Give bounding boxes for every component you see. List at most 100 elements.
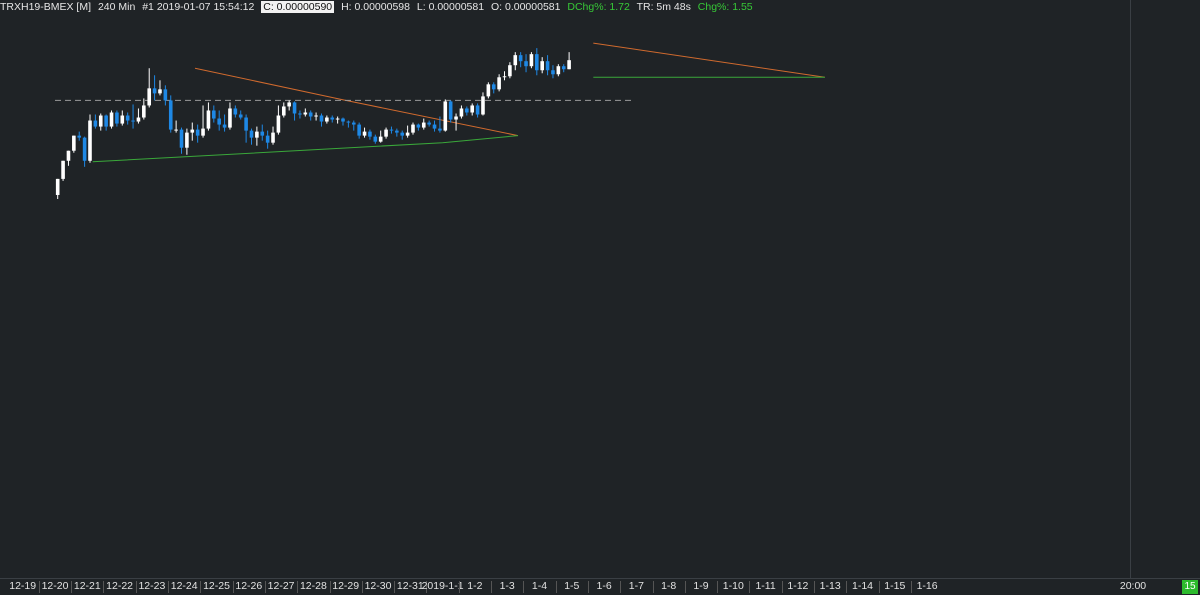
support-trendline[interactable] (92, 135, 519, 163)
symbol-label[interactable]: TRXH19-BMEX [M] (0, 1, 92, 13)
candle[interactable] (513, 52, 518, 71)
candle[interactable] (475, 103, 480, 118)
candle[interactable] (217, 110, 221, 131)
candle[interactable] (201, 105, 205, 138)
candle[interactable] (158, 80, 162, 96)
candle[interactable] (405, 125, 410, 138)
candle[interactable] (136, 108, 141, 124)
candle[interactable] (346, 120, 351, 128)
candle[interactable] (109, 110, 114, 129)
candle[interactable] (82, 136, 87, 167)
candle[interactable] (357, 122, 361, 139)
candle[interactable] (298, 110, 302, 119)
candle[interactable] (308, 110, 313, 121)
candle[interactable] (72, 135, 76, 153)
price-axis[interactable]: 0.000006200.000006100.000006000.00000590… (1130, 0, 1200, 578)
candle[interactable] (556, 64, 561, 77)
candle[interactable] (438, 116, 442, 133)
candle[interactable] (529, 52, 534, 69)
candle[interactable] (314, 112, 318, 121)
candle[interactable] (545, 55, 550, 76)
candle[interactable] (567, 52, 571, 70)
candle[interactable] (255, 126, 259, 146)
candle[interactable] (454, 113, 458, 131)
candle[interactable] (443, 99, 448, 132)
candle[interactable] (303, 108, 308, 117)
corner-badge[interactable]: 15 (1182, 580, 1198, 594)
candle[interactable] (416, 123, 421, 131)
candle[interactable] (448, 100, 453, 123)
candle[interactable] (368, 129, 372, 140)
candle[interactable] (524, 54, 528, 73)
candle[interactable] (535, 48, 539, 76)
candle[interactable] (152, 75, 157, 101)
candle[interactable] (131, 104, 135, 129)
candle[interactable] (238, 110, 243, 120)
candle[interactable] (459, 105, 464, 119)
candle[interactable] (212, 105, 216, 123)
candle[interactable] (465, 106, 469, 116)
candle[interactable] (163, 85, 168, 106)
candle[interactable] (233, 105, 238, 118)
candlestick-chart[interactable] (0, 0, 1130, 578)
candle[interactable] (88, 114, 92, 163)
candle[interactable] (540, 57, 544, 74)
candle[interactable] (319, 113, 324, 127)
candle[interactable] (190, 122, 195, 141)
timeframe-label[interactable]: 240 Min (97, 1, 136, 13)
candle[interactable] (497, 74, 501, 92)
candle[interactable] (373, 134, 378, 144)
candle[interactable] (491, 82, 496, 94)
candle[interactable] (244, 114, 248, 143)
candle[interactable] (389, 126, 394, 134)
candle[interactable] (470, 103, 475, 116)
candle[interactable] (411, 122, 415, 135)
candle[interactable] (400, 130, 405, 140)
price-chart[interactable] (0, 0, 1130, 578)
candle[interactable] (384, 127, 388, 139)
candle[interactable] (249, 128, 254, 145)
candle[interactable] (518, 52, 523, 68)
candle[interactable] (228, 102, 232, 130)
candle[interactable] (179, 127, 184, 154)
candle[interactable] (77, 131, 82, 141)
candle[interactable] (271, 126, 275, 145)
candle[interactable] (104, 114, 108, 131)
candle[interactable] (421, 118, 426, 130)
time-axis[interactable]: 15 12-19 12-20 12-21 12-22 12-23 12-24 12-25 12… (0, 578, 1200, 595)
candle[interactable] (432, 120, 437, 132)
candle[interactable] (93, 114, 98, 129)
candle[interactable] (120, 110, 125, 126)
candle[interactable] (174, 120, 178, 133)
candle[interactable] (125, 112, 130, 125)
candle[interactable] (276, 105, 281, 135)
candle[interactable] (551, 65, 555, 79)
candle[interactable] (335, 116, 340, 124)
candle[interactable] (265, 130, 270, 149)
candle[interactable] (61, 160, 65, 181)
candle[interactable] (341, 117, 345, 126)
candle[interactable] (147, 68, 152, 108)
candle[interactable] (481, 92, 485, 116)
candle[interactable] (292, 101, 297, 121)
candle[interactable] (168, 95, 173, 133)
candle[interactable] (330, 115, 335, 123)
candle[interactable] (260, 124, 265, 141)
candle[interactable] (185, 128, 189, 155)
candle[interactable] (325, 115, 329, 124)
candle[interactable] (66, 150, 71, 166)
resistance-trendline[interactable] (593, 42, 825, 78)
candle[interactable] (427, 120, 431, 127)
candle[interactable] (195, 124, 200, 143)
candle[interactable] (281, 102, 286, 118)
resistance-trendline[interactable] (194, 67, 519, 137)
candle[interactable] (502, 71, 507, 81)
candle[interactable] (486, 82, 491, 99)
candle[interactable] (206, 102, 211, 131)
candle[interactable] (287, 100, 291, 111)
candle[interactable] (115, 110, 119, 127)
candle[interactable] (561, 64, 566, 73)
candle[interactable] (362, 127, 367, 138)
candle[interactable] (395, 128, 399, 137)
candle[interactable] (55, 178, 60, 200)
